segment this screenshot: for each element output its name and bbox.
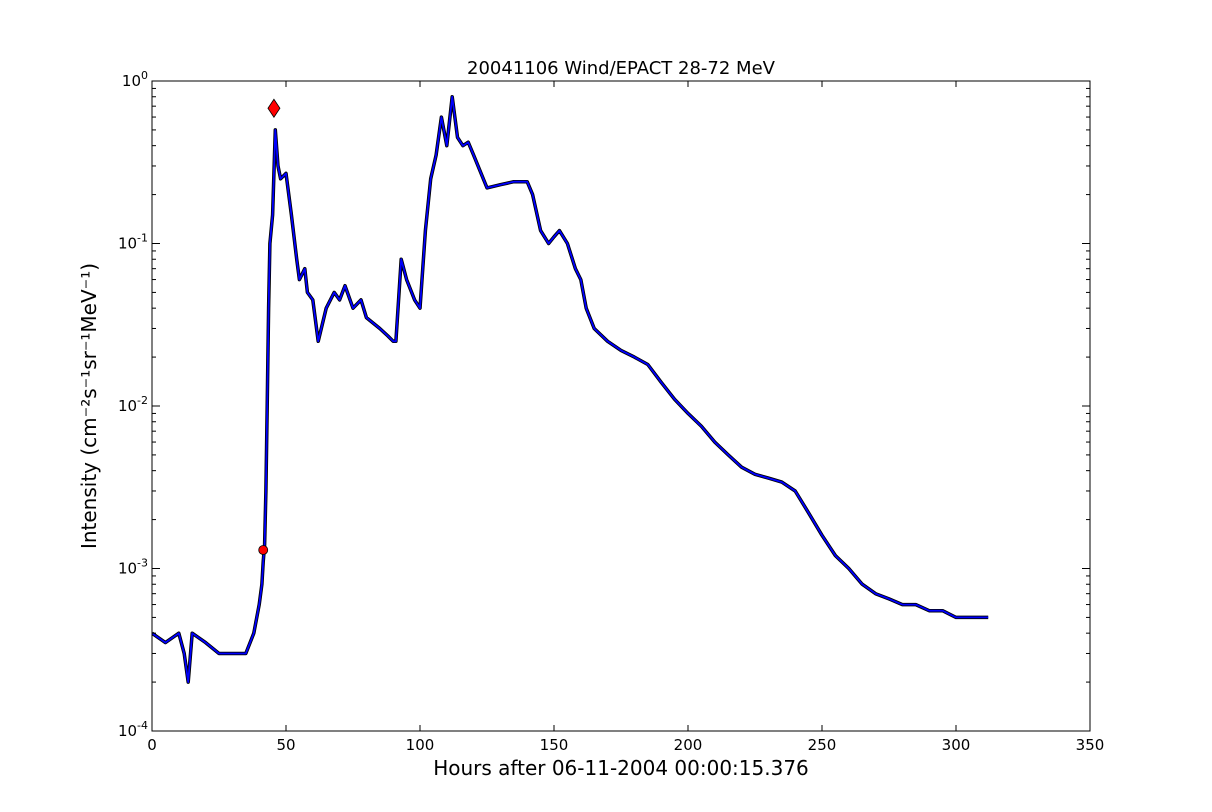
x-axis-label: Hours after 06-11-2004 00:00:15.376 bbox=[433, 756, 809, 780]
x-tick-label: 50 bbox=[276, 736, 295, 754]
y-tick-label: 100 bbox=[122, 69, 148, 90]
x-tick-label: 100 bbox=[406, 736, 435, 754]
axis-ticks: 0 50 100 150 200 250 300 350 10-4 10-3 10-2 10-1 100 bbox=[118, 69, 1104, 754]
y-tick-label: 10-3 bbox=[118, 557, 148, 578]
series-line-1 bbox=[152, 95, 989, 683]
y-tick-label: 10-4 bbox=[118, 719, 148, 740]
x-tick-label: 300 bbox=[942, 736, 971, 754]
onset-marker bbox=[258, 545, 269, 555]
plot-frame bbox=[151, 80, 1091, 732]
x-tick-label: 250 bbox=[808, 736, 837, 754]
y-axis-label: Intensity (cm⁻²s⁻¹sr⁻¹MeV⁻¹) bbox=[77, 263, 101, 549]
peak-marker bbox=[267, 98, 281, 118]
series-line-0 bbox=[152, 94, 989, 684]
plot-area bbox=[152, 94, 989, 684]
x-tick-label: 350 bbox=[1076, 736, 1105, 754]
x-tick-label: 150 bbox=[540, 736, 569, 754]
x-tick-label: 0 bbox=[147, 736, 157, 754]
chart-title: 20041106 Wind/EPACT 28-72 MeV bbox=[467, 58, 776, 79]
y-tick-label: 10-2 bbox=[118, 394, 148, 415]
y-tick-label: 10-1 bbox=[118, 232, 148, 253]
x-tick-label: 200 bbox=[674, 736, 703, 754]
